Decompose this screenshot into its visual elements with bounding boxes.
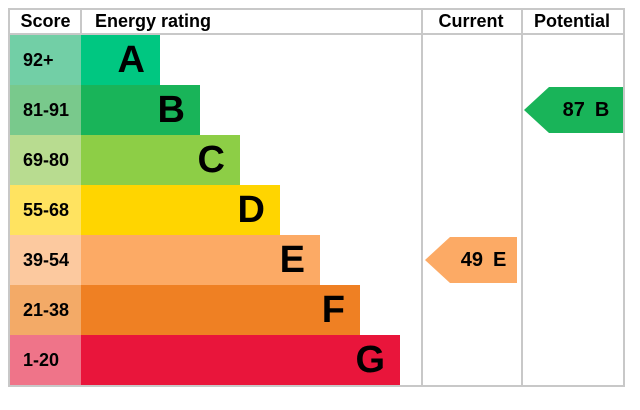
epc-row: 55-68 D	[10, 185, 623, 235]
band-rows: 92+ A 81-91 B 69-80 C 55-68 D 39-54 E 21…	[10, 35, 623, 385]
score-cell: 21-38	[10, 285, 81, 335]
score-cell: 39-54	[10, 235, 81, 285]
rating-bar: E	[81, 235, 320, 285]
energy-rating-header: Energy rating	[95, 11, 212, 31]
current-rating-letter: E	[492, 248, 507, 271]
rating-bar: G	[81, 335, 400, 385]
epc-row: 39-54 E	[10, 235, 623, 285]
rating-bar: F	[81, 285, 360, 335]
potential-column-divider	[521, 10, 523, 385]
score-cell: 69-80	[10, 135, 81, 185]
score-column-divider	[80, 10, 82, 33]
potential-rating-value: 87	[562, 98, 585, 121]
rating-letter: G	[355, 339, 385, 381]
score-cell: 81-91	[10, 85, 81, 135]
epc-row: 81-91 B	[10, 85, 623, 135]
rating-bar: A	[81, 35, 160, 85]
potential-rating-letter: B	[594, 98, 610, 121]
epc-energy-rating-chart: Score Energy rating Current Potential 92…	[8, 8, 625, 387]
score-header: Score	[20, 11, 71, 31]
potential-header: Potential	[533, 11, 610, 31]
rating-bar: B	[81, 85, 200, 135]
header-row: Score Energy rating Current Potential	[10, 10, 623, 33]
epc-row: 92+ A	[10, 35, 623, 85]
rating-letter: C	[197, 139, 225, 181]
score-cell: 1-20	[10, 335, 81, 385]
rating-letter: F	[321, 289, 345, 331]
epc-row: 69-80 C	[10, 135, 623, 185]
rating-letter: E	[279, 239, 305, 281]
header-separator	[10, 33, 623, 35]
rating-letter: B	[157, 89, 185, 131]
rating-letter: D	[237, 189, 265, 231]
epc-row: 21-38 F	[10, 285, 623, 335]
score-cell: 55-68	[10, 185, 81, 235]
rating-bar: C	[81, 135, 240, 185]
score-cell: 92+	[10, 35, 81, 85]
current-rating-value: 49	[460, 248, 483, 271]
current-header: Current	[438, 11, 504, 31]
epc-row: 1-20 G	[10, 335, 623, 385]
current-column-divider	[421, 10, 423, 385]
rating-bar: D	[81, 185, 280, 235]
rating-letter: A	[117, 39, 145, 81]
